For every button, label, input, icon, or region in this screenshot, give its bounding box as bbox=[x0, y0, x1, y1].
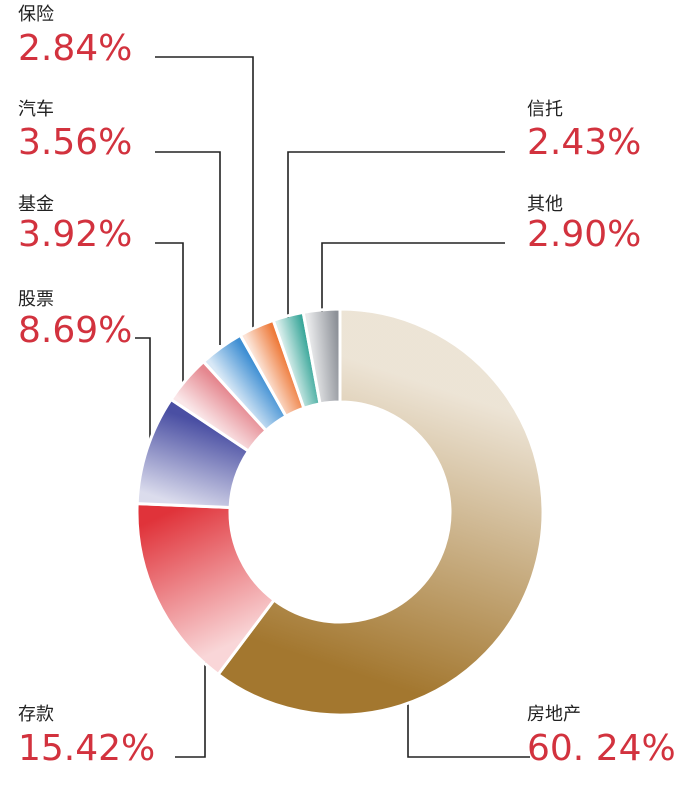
category-label: 信托 bbox=[527, 99, 563, 120]
leader-line bbox=[407, 700, 530, 758]
donut-slice bbox=[216, 307, 545, 717]
leader-line bbox=[155, 56, 254, 328]
value-label: 15.42% bbox=[18, 728, 155, 769]
value-label: 2.84% bbox=[18, 28, 132, 69]
value-label: 3.56% bbox=[18, 122, 132, 163]
value-label: 8.69% bbox=[18, 310, 132, 351]
leader-line bbox=[321, 242, 505, 312]
value-label: 2.43% bbox=[527, 122, 641, 163]
leader-line bbox=[135, 337, 151, 440]
category-label: 汽车 bbox=[18, 99, 54, 120]
leader-line bbox=[287, 151, 505, 318]
value-label: 3.92% bbox=[18, 214, 132, 255]
leader-line bbox=[155, 151, 221, 345]
donut-slice bbox=[301, 307, 342, 406]
value-label: 60. 24% bbox=[527, 728, 676, 769]
category-label: 房地产 bbox=[527, 704, 581, 725]
category-label: 保险 bbox=[18, 4, 54, 25]
category-label: 股票 bbox=[18, 289, 54, 310]
category-label: 基金 bbox=[18, 194, 54, 215]
category-label: 其他 bbox=[527, 194, 563, 215]
leader-line bbox=[155, 242, 184, 385]
value-label: 2.90% bbox=[527, 214, 641, 255]
category-label: 存款 bbox=[18, 704, 54, 725]
leader-lines bbox=[135, 56, 530, 758]
leader-line bbox=[175, 662, 206, 758]
